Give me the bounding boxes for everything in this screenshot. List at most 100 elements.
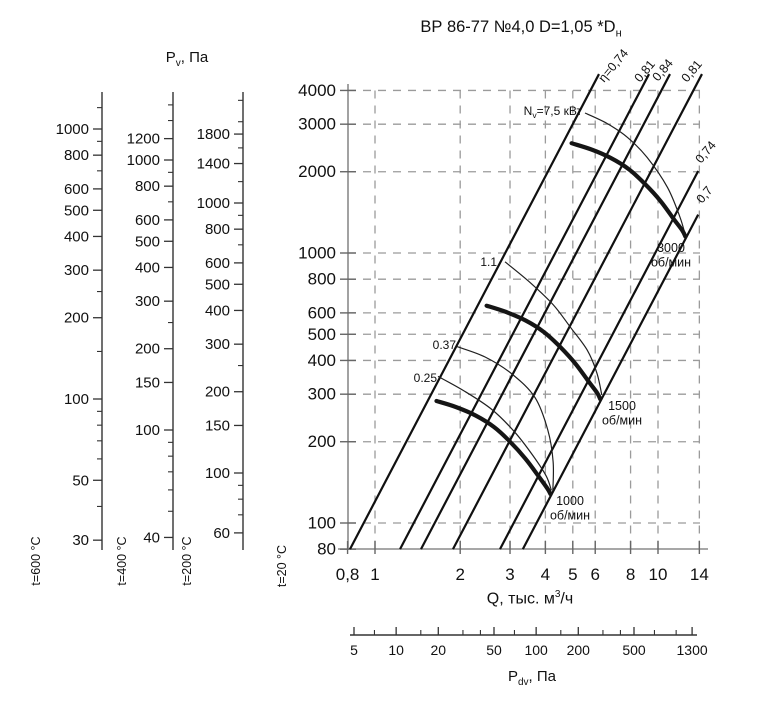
y-tick-label: 800 xyxy=(308,270,336,289)
nomogram-tick-label: 60 xyxy=(213,525,230,542)
nomogram-tick-label: 100 xyxy=(205,465,230,482)
x-tick-label: 5 xyxy=(568,565,577,584)
page-title-text: ВР 86-77 №4,0 D=1,05 *D xyxy=(420,18,616,36)
nomogram-tick-label: 800 xyxy=(135,178,160,195)
nomogram-tick-label: 1400 xyxy=(197,156,230,173)
nomogram-tick-label: 150 xyxy=(205,417,230,434)
power-curve-1 xyxy=(504,261,603,396)
nomogram-tick-label: 200 xyxy=(205,384,230,401)
fan-curve-3000rpm xyxy=(569,141,688,239)
efficiency-label-2: 0,84 xyxy=(650,56,676,84)
nomogram-temp-label: t=600 °C xyxy=(29,536,43,585)
power-curve-label-3-part: 0.25 xyxy=(414,371,438,385)
y-tick-label: 3000 xyxy=(298,115,336,134)
fan-curve-label-1000: 1000 xyxy=(556,494,584,508)
x-tick-label: 14 xyxy=(690,565,709,584)
nomogram-temp-label: t=400 °C xyxy=(115,536,129,585)
fan-curve-label-3000: 3000 xyxy=(657,241,685,255)
x-tick-label: 4 xyxy=(541,565,550,584)
nomogram-tick-label: 300 xyxy=(205,336,230,353)
power-curve-3 xyxy=(437,375,552,491)
power-curve-label-1: 1.1 xyxy=(480,255,497,269)
efficiency-line-0 xyxy=(349,73,600,550)
nomogram-tick-label: 600 xyxy=(135,212,160,229)
nomogram-tick-label: 300 xyxy=(64,262,89,279)
nomogram-tick-label: 100 xyxy=(64,391,89,408)
flow-axis-title-unit: /ч xyxy=(560,590,574,608)
x-tick-label: 0,8 xyxy=(336,565,360,584)
y-tick-label: 200 xyxy=(308,432,336,451)
power-curve-label-0: Nv=7,5 кВт xyxy=(524,104,583,120)
nomogram-tick-label: 200 xyxy=(64,310,89,327)
y-tick-label: 400 xyxy=(308,351,336,370)
nomogram-tick-label: 100 xyxy=(135,422,160,439)
x-tick-label: 2 xyxy=(455,565,464,584)
nomogram-tick-label: 500 xyxy=(205,276,230,293)
efficiency-label-0: η=0,74 xyxy=(596,46,632,85)
nomogram-tick-label: 50 xyxy=(72,472,89,489)
pdv-axis-title-base: P xyxy=(507,668,518,685)
nomogram-tick-label: 30 xyxy=(72,532,89,549)
y-tick-label: 2000 xyxy=(298,162,336,181)
x-tick-label: 8 xyxy=(626,565,635,584)
power-curve-label-3: 0.25 xyxy=(414,371,438,385)
flow-axis-title-base: Q, тыс. м xyxy=(486,590,555,608)
x-tick-label: 1 xyxy=(370,565,379,584)
y-tick-label: 80 xyxy=(317,540,336,559)
flow-axis-title: Q, тыс. м3/ч xyxy=(430,589,630,608)
x-tick-label: 10 xyxy=(649,565,668,584)
pdv-tick-label: 1300 xyxy=(677,642,708,658)
flow-axis-title-sup: 3 xyxy=(554,589,561,600)
nomogram-temp-label: t=200 °C xyxy=(180,536,194,585)
y-tick-label: 100 xyxy=(308,514,336,533)
efficiency-line-1 xyxy=(399,73,651,550)
pressure-axis-title-unit: , Па xyxy=(180,49,209,66)
fan-curve-label-3000: об/мин xyxy=(651,256,691,270)
efficiency-label-3: 0,81 xyxy=(679,57,705,85)
pdv-tick-label: 20 xyxy=(430,642,446,658)
nomogram-tick-label: 600 xyxy=(205,255,230,272)
nomogram-tick-label: 200 xyxy=(135,341,160,358)
fan-curve-label-1500: об/мин xyxy=(602,414,642,428)
efficiency-line-4 xyxy=(499,170,700,550)
pdv-tick-label: 10 xyxy=(388,642,404,658)
power-curve-0 xyxy=(584,112,686,236)
power-curve-label-2-part: 0.37 xyxy=(433,338,457,352)
fan-curve-1500rpm xyxy=(484,303,603,402)
page-title-subscript: н xyxy=(615,27,622,40)
y-tick-label: 4000 xyxy=(298,81,336,100)
pdv-tick-label: 5 xyxy=(350,642,358,658)
pdv-tick-label: 500 xyxy=(622,642,646,658)
nomogram-tick-label: 300 xyxy=(135,293,160,310)
nomogram-tick-label: 400 xyxy=(205,302,230,319)
nomogram-tick-label: 400 xyxy=(64,228,89,245)
nomogram-tick-label: 40 xyxy=(143,529,160,546)
pdv-axis-title-unit: , Па xyxy=(528,668,557,685)
y-tick-label: 600 xyxy=(308,303,336,322)
power-curve-label-0-part: =7,5 кВт xyxy=(537,104,583,118)
nomogram-tick-label: 500 xyxy=(135,233,160,250)
power-curve-label-0-part: N xyxy=(524,104,533,118)
y-tick-label: 1000 xyxy=(298,244,336,263)
efficiency-line-3 xyxy=(452,73,703,550)
nomogram-tick-label: 400 xyxy=(135,259,160,276)
nomogram-tick-label: 1800 xyxy=(197,126,230,143)
nomogram-tick-label: 600 xyxy=(64,181,89,198)
efficiency-label-4: 0,74 xyxy=(693,138,719,166)
pressure-axis-title: Pv, Па xyxy=(112,49,262,69)
fan-curve-label-1000: об/мин xyxy=(550,509,590,523)
nomogram-tick-label: 1000 xyxy=(197,195,230,212)
efficiency-line-2 xyxy=(420,73,671,550)
x-tick-label: 6 xyxy=(590,565,599,584)
nomogram-tick-label: 800 xyxy=(64,147,89,164)
fan-curve-1000rpm xyxy=(434,398,553,497)
nomogram-tick-label: 1200 xyxy=(127,131,160,148)
nomogram-tick-label: 1000 xyxy=(56,121,89,138)
dynamic-pressure-axis-title: Pdv, Па xyxy=(457,668,607,688)
nomogram-tick-label: 500 xyxy=(64,202,89,219)
power-curve-label-2: 0.37 xyxy=(433,338,457,352)
nomogram-tick-label: 1000 xyxy=(127,152,160,169)
pressure-axis-title-base: P xyxy=(165,49,176,66)
